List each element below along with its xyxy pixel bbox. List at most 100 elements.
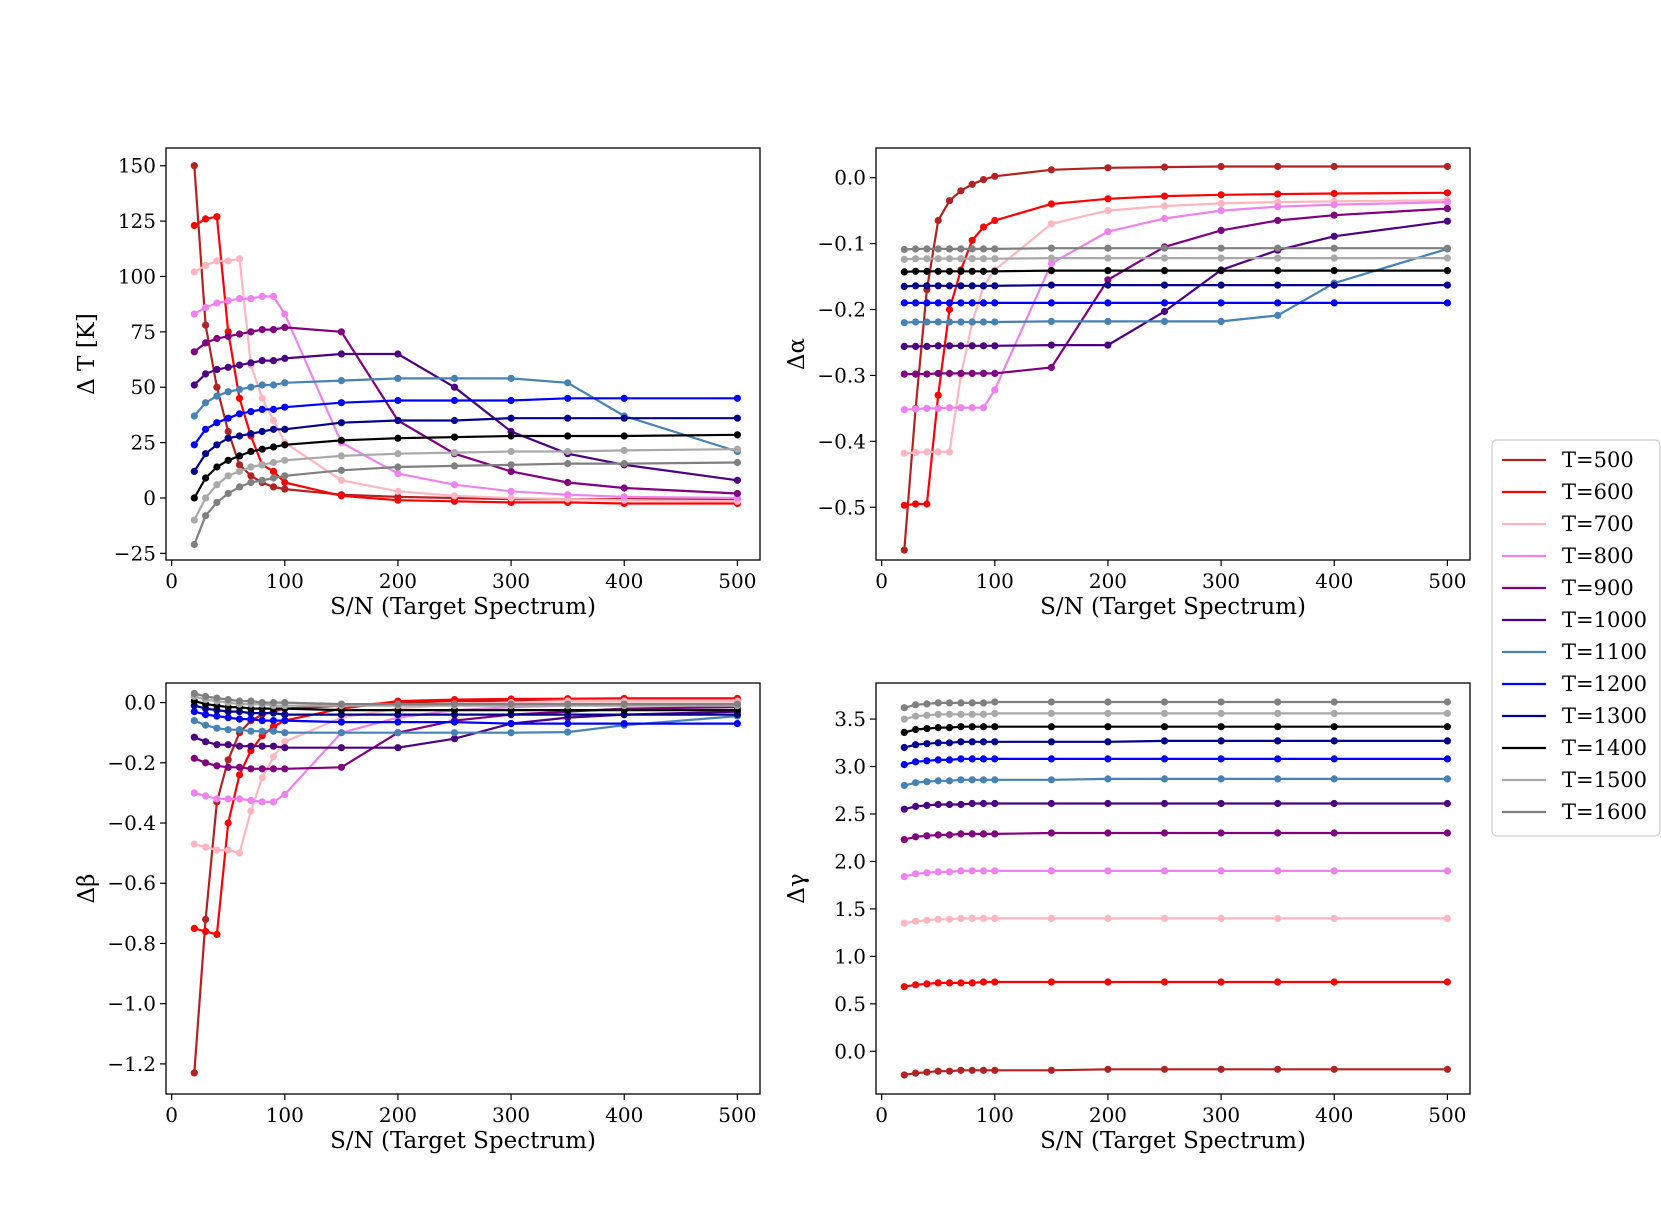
- legend: T=500 T=600 T=700 T=800 T=900 T=1000 T=1100 T=1…: [1491, 439, 1661, 837]
- data-point: [507, 447, 515, 456]
- data-point: [337, 700, 345, 708]
- data-point: [1217, 267, 1225, 275]
- series-group: [190, 689, 742, 1077]
- data-point: [957, 282, 965, 290]
- data-point: [934, 282, 942, 290]
- data-point: [564, 394, 572, 402]
- data-point: [1160, 709, 1169, 718]
- data-point: [1160, 775, 1169, 783]
- data-point: [202, 450, 210, 458]
- x-tick-label: 300: [1202, 569, 1240, 593]
- data-point: [991, 698, 999, 706]
- data-point: [1217, 317, 1225, 325]
- data-point: [968, 245, 976, 253]
- data-point: [450, 735, 459, 743]
- data-point: [235, 410, 244, 418]
- x-tick-label: 0: [165, 569, 178, 593]
- data-point: [235, 467, 244, 475]
- data-point: [394, 416, 402, 425]
- data-point: [1160, 244, 1169, 252]
- data-point: [507, 487, 515, 495]
- data-point: [900, 781, 908, 790]
- series-line-t-1600: [194, 692, 738, 706]
- data-point: [1274, 737, 1282, 745]
- data-point: [1330, 1065, 1338, 1073]
- x-tick-label: 200: [1089, 569, 1127, 593]
- data-point: [957, 187, 965, 195]
- data-point: [213, 481, 221, 489]
- series-line-t-1000: [193, 710, 738, 749]
- data-point: [394, 434, 402, 442]
- data-point: [968, 914, 976, 923]
- data-point: [1104, 867, 1112, 875]
- data-point: [979, 342, 988, 350]
- data-point: [564, 379, 572, 387]
- data-point: [1274, 162, 1282, 171]
- data-point: [900, 761, 908, 769]
- data-point: [1330, 267, 1338, 275]
- data-point: [1330, 299, 1338, 307]
- data-point: [957, 699, 965, 707]
- data-point: [1104, 1065, 1112, 1073]
- data-point: [957, 404, 965, 412]
- data-point: [450, 383, 459, 391]
- data-point: [1217, 1065, 1225, 1073]
- data-point: [979, 282, 988, 290]
- data-point: [1443, 244, 1451, 252]
- data-point: [269, 483, 278, 491]
- data-point: [945, 318, 954, 326]
- y-tick-label: −0.4: [817, 429, 866, 453]
- data-point: [1160, 307, 1169, 316]
- data-point: [923, 711, 931, 719]
- x-tick-label: 500: [718, 1103, 756, 1127]
- data-point: [1330, 914, 1338, 923]
- data-point: [945, 267, 954, 275]
- data-point: [337, 419, 345, 427]
- legend-entry-label: T=900: [1562, 576, 1634, 600]
- data-point: [1047, 341, 1055, 349]
- data-point: [1104, 914, 1112, 923]
- data-point: [934, 318, 942, 326]
- data-point: [945, 915, 954, 923]
- data-point: [912, 1069, 920, 1077]
- data-point: [269, 699, 278, 707]
- data-point: [1160, 163, 1169, 171]
- data-point: [450, 416, 459, 425]
- data-point: [733, 489, 742, 498]
- data-point: [394, 463, 402, 471]
- data-point: [202, 759, 210, 767]
- data-point: [1443, 162, 1451, 171]
- data-point: [337, 763, 345, 771]
- data-point: [923, 404, 931, 412]
- y-tick-label: 3.0: [834, 755, 866, 779]
- data-point: [1217, 299, 1225, 307]
- data-point: [968, 830, 976, 838]
- x-tick-label: 300: [492, 1103, 530, 1127]
- data-point: [923, 980, 931, 988]
- data-point: [934, 724, 942, 732]
- data-point: [269, 292, 278, 300]
- y-tick-label: 0.0: [834, 1039, 866, 1063]
- data-point: [934, 1067, 942, 1075]
- series-line-t-1300: [904, 284, 1448, 288]
- data-point: [564, 447, 572, 456]
- x-tick-label: 300: [492, 569, 530, 593]
- data-point: [733, 394, 742, 402]
- data-point: [450, 396, 459, 405]
- data-point: [190, 348, 198, 356]
- data-point: [1160, 254, 1169, 262]
- data-point: [269, 753, 278, 761]
- data-point: [900, 319, 908, 327]
- data-point: [190, 221, 198, 230]
- data-point: [394, 374, 402, 382]
- data-point: [213, 762, 221, 770]
- data-point: [1330, 162, 1338, 171]
- data-point: [620, 394, 628, 402]
- data-point: [281, 403, 289, 411]
- data-point: [269, 405, 278, 413]
- y-tick-label: −25: [114, 541, 156, 565]
- data-point: [1047, 200, 1055, 208]
- data-point: [224, 363, 232, 371]
- data-point: [190, 789, 198, 797]
- data-point: [1104, 267, 1112, 275]
